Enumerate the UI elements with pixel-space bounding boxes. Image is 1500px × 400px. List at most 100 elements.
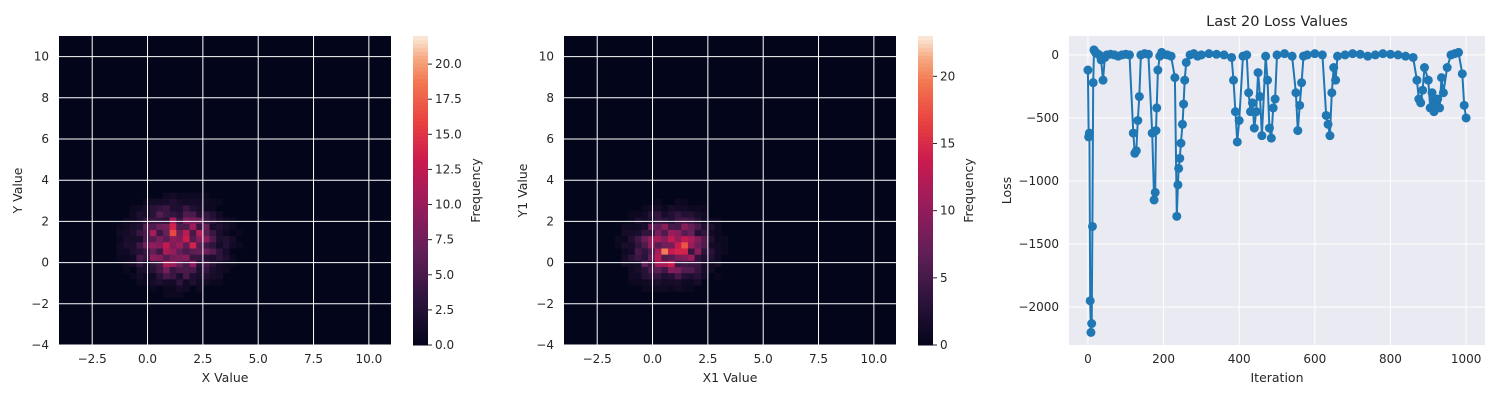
heatmap-cell: [129, 217, 137, 224]
heatmap-cell: [641, 211, 649, 218]
heatmap-cell: [661, 248, 669, 255]
heatmap-cell: [149, 242, 157, 249]
heatmap-cell: [209, 272, 217, 280]
heatmap-cell: [694, 211, 702, 218]
heatmap-cell: [169, 272, 177, 280]
colorbar-segment: [918, 171, 933, 176]
heatmap-cell: [661, 223, 669, 230]
heatmap-cell: [634, 235, 642, 243]
loss-point: [1085, 296, 1095, 306]
heatmap-cell: [628, 266, 636, 274]
heatmap-cell: [196, 204, 204, 212]
heatmap-cell: [149, 211, 157, 218]
heatmap-cell: [202, 279, 210, 286]
colorbar-segment: [918, 36, 933, 41]
loss-point: [1128, 128, 1138, 138]
x-tick-label: 600: [1303, 352, 1326, 366]
loss-point: [1272, 50, 1282, 60]
heatmap-cell: [143, 229, 151, 237]
loss-point: [1461, 113, 1471, 123]
loss-point: [1143, 49, 1153, 59]
heatmap-cell: [143, 242, 151, 249]
heatmap-cell: [641, 254, 649, 261]
heatmap-cell: [136, 204, 144, 212]
x-tick-label: 0.0: [643, 352, 662, 366]
colorbar-segment: [413, 298, 428, 304]
heatmap-2-y-ticks: −4 −2 0 2 4 6 8 10: [536, 50, 554, 352]
colorbar-1: 0.0 2.5 5.0 7.5 10.0 12.5 15.0 17.5 20.0: [413, 36, 462, 352]
heatmap-cell: [648, 229, 656, 237]
heatmap-cell: [143, 217, 151, 224]
heatmap-cell: [648, 248, 656, 255]
colorbar-segment: [918, 51, 933, 56]
loss-point: [1219, 50, 1229, 60]
heatmap-cell: [182, 272, 190, 280]
heatmap-cell: [641, 204, 649, 212]
heatmap-cell: [149, 260, 157, 268]
heatmap-cell: [169, 223, 177, 230]
heatmap-cell: [648, 204, 656, 212]
colorbar-segment: [413, 36, 428, 41]
heatmap-cell: [202, 198, 210, 206]
heatmap-cell: [163, 223, 170, 230]
heatmap-cell: [701, 266, 709, 274]
heatmap-cell: [694, 248, 702, 255]
heatmap-cell: [216, 235, 224, 243]
heatmap-cell: [163, 272, 170, 280]
heatmap-cell: [156, 198, 164, 206]
heatmap-cell: [202, 272, 210, 280]
loss-point: [1408, 52, 1418, 62]
heatmap-cell: [687, 235, 695, 243]
colorbar-segment: [413, 317, 428, 323]
heatmap-cell: [654, 254, 662, 261]
heatmap-cell: [189, 211, 197, 218]
heatmap-cell: [136, 211, 144, 218]
heatmap-cell: [707, 248, 715, 255]
loss-plot-area: [1069, 36, 1485, 345]
heatmap-cell: [169, 242, 177, 249]
colorbar-segment: [918, 86, 933, 91]
heatmap-cell: [143, 235, 151, 243]
colorbar-segment: [918, 287, 933, 292]
loss-point: [1325, 131, 1335, 141]
colorbar-segment: [918, 283, 933, 288]
heatmap-cell: [216, 279, 224, 286]
loss-chart-title: Last 20 Loss Values: [1206, 14, 1348, 30]
heatmap-cell: [694, 242, 702, 249]
heatmap-cell: [687, 211, 695, 218]
colorbar-segment: [918, 109, 933, 114]
heatmap-cell: [654, 211, 662, 218]
heatmap-cell: [229, 254, 237, 261]
colorbar-segment: [413, 155, 428, 161]
loss-point: [1134, 92, 1144, 102]
heatmap-cell: [687, 260, 695, 268]
heatmap-cell: [202, 211, 210, 218]
loss-point: [1251, 107, 1261, 117]
loss-point: [1268, 103, 1278, 113]
heatmap-cell: [123, 266, 131, 274]
colorbar-segment: [413, 97, 428, 103]
loss-point: [1151, 126, 1161, 136]
heatmap-cell: [621, 223, 629, 230]
colorbar-segment: [413, 294, 428, 300]
heatmap-cell: [668, 217, 675, 224]
heatmap-cell: [216, 217, 224, 224]
loss-point: [1442, 63, 1452, 73]
colorbar-segment: [413, 117, 428, 122]
heatmap-cell: [149, 223, 157, 230]
colorbar-segment: [413, 128, 428, 134]
heatmap-cell: [196, 279, 204, 286]
colorbar-tick-label: 17.5: [435, 92, 462, 106]
colorbar-segment: [918, 47, 933, 52]
colorbar-segment: [918, 105, 933, 110]
heatmap-cell: [123, 242, 131, 249]
heatmap-cell: [202, 266, 210, 274]
heatmap-cell: [209, 266, 217, 274]
colorbar-segment: [413, 47, 428, 52]
heatmap-cell: [641, 266, 649, 274]
loss-x-ticks: 0 200 400 600 800 1000: [1084, 352, 1481, 366]
heatmap-cell: [628, 254, 636, 261]
heatmap-cell: [674, 198, 682, 206]
colorbar-segment: [413, 275, 428, 280]
colorbar-segment: [413, 263, 428, 269]
